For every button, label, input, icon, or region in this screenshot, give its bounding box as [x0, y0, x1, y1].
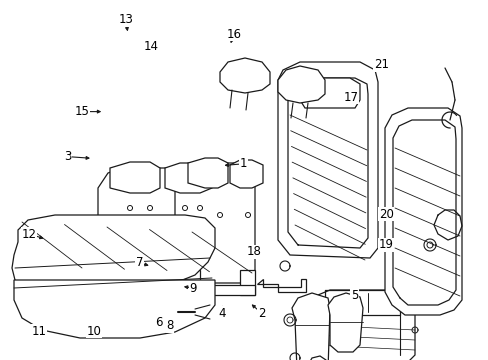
Polygon shape [184, 270, 200, 295]
Polygon shape [229, 160, 263, 188]
Text: 12: 12 [22, 228, 37, 240]
Text: 11: 11 [32, 325, 46, 338]
Text: 17: 17 [343, 91, 358, 104]
Text: 10: 10 [86, 325, 101, 338]
Polygon shape [184, 285, 254, 295]
Polygon shape [240, 270, 254, 295]
Polygon shape [327, 293, 362, 352]
Text: 2: 2 [257, 307, 265, 320]
Polygon shape [309, 290, 414, 360]
Text: 1: 1 [239, 157, 247, 170]
Text: 16: 16 [226, 28, 241, 41]
Text: 7: 7 [135, 256, 143, 269]
Text: 18: 18 [246, 246, 261, 258]
Polygon shape [384, 108, 461, 315]
Polygon shape [256, 279, 305, 292]
Polygon shape [180, 275, 198, 305]
Polygon shape [98, 168, 212, 290]
Polygon shape [299, 78, 359, 108]
Text: 14: 14 [144, 40, 159, 53]
Text: 8: 8 [166, 319, 174, 332]
Text: 9: 9 [189, 282, 197, 294]
Polygon shape [187, 158, 227, 188]
Polygon shape [278, 62, 377, 258]
Text: 19: 19 [378, 238, 393, 251]
Polygon shape [110, 162, 160, 193]
Polygon shape [307, 356, 325, 360]
Text: 4: 4 [218, 307, 226, 320]
Text: 13: 13 [118, 13, 133, 26]
Polygon shape [14, 280, 215, 338]
Polygon shape [278, 66, 325, 103]
Text: 5: 5 [350, 289, 358, 302]
Polygon shape [108, 295, 198, 305]
Polygon shape [291, 293, 329, 360]
Text: 20: 20 [378, 208, 393, 221]
Polygon shape [12, 215, 215, 298]
Polygon shape [164, 163, 212, 193]
Text: 21: 21 [373, 58, 388, 71]
Text: 3: 3 [63, 150, 71, 163]
Polygon shape [108, 275, 125, 305]
Polygon shape [175, 163, 254, 283]
Text: 15: 15 [75, 105, 89, 118]
Text: 6: 6 [155, 316, 163, 329]
Polygon shape [220, 58, 269, 93]
